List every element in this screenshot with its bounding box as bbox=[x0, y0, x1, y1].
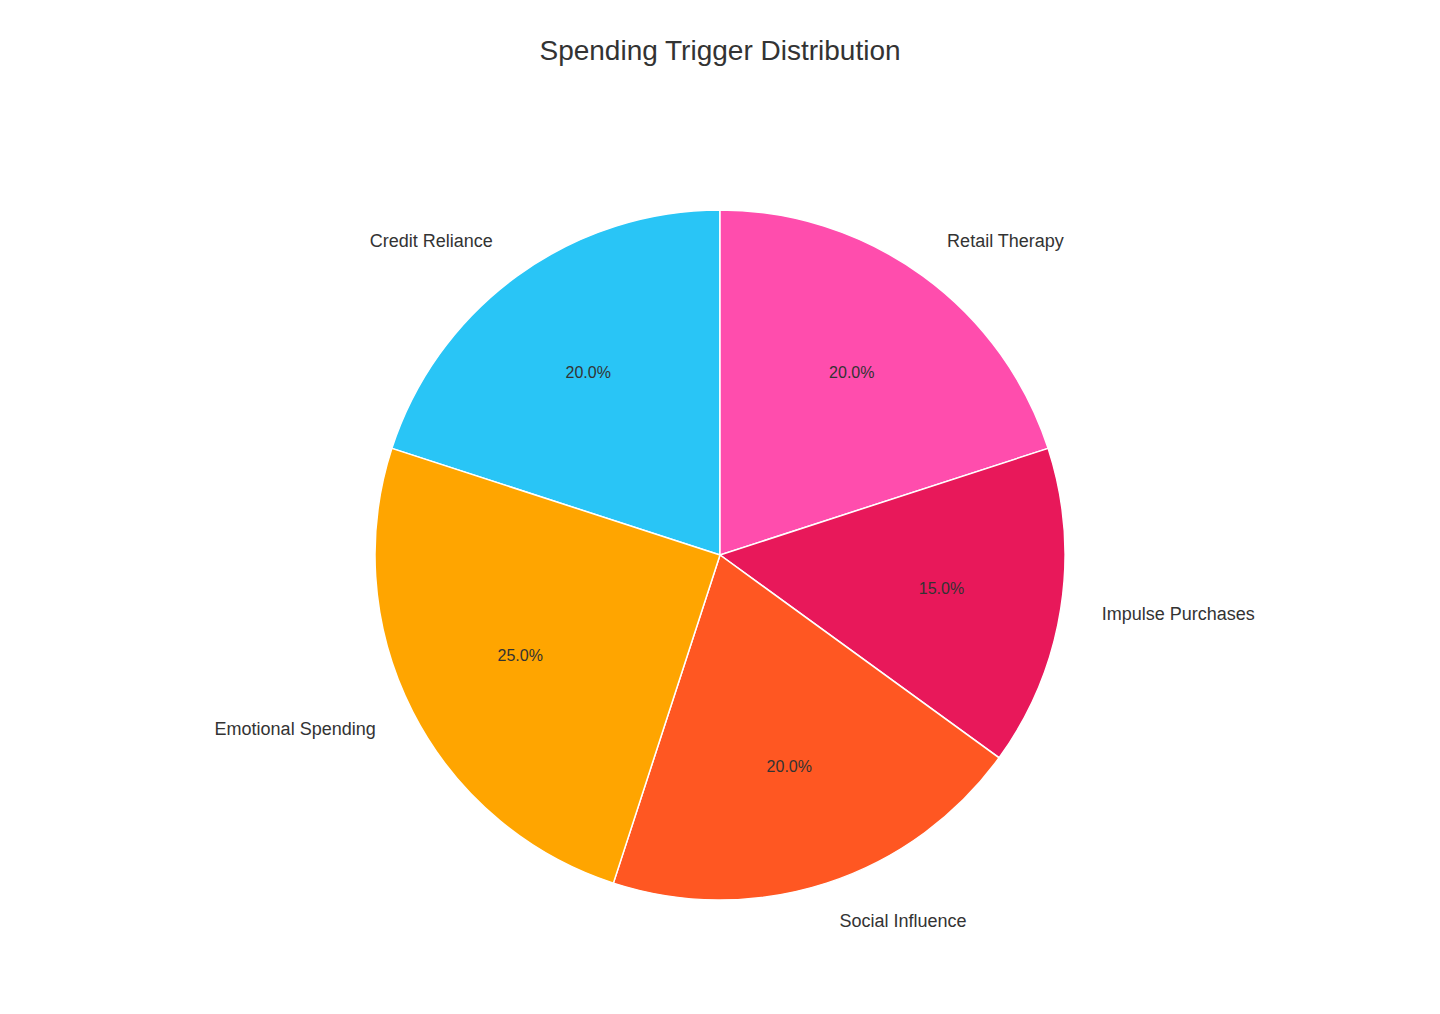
category-label: Emotional Spending bbox=[215, 719, 376, 739]
labels: 20.0% 20.0% 15.0% 20.0% 25.0% Credit Reliance… bbox=[215, 231, 1255, 931]
category-label: Retail Therapy bbox=[947, 231, 1064, 251]
category-label: Impulse Purchases bbox=[1102, 604, 1255, 624]
data-label: 20.0% bbox=[566, 364, 611, 381]
pie-slice bbox=[375, 448, 720, 883]
data-label: 25.0% bbox=[498, 647, 543, 664]
data-label: 15.0% bbox=[919, 580, 964, 597]
data-label: 20.0% bbox=[767, 758, 812, 775]
pie bbox=[375, 210, 1065, 900]
category-label: Social Influence bbox=[839, 911, 966, 931]
data-label: 20.0% bbox=[829, 364, 874, 381]
chart: Spending Trigger Distribution 20.0% 20.0% 1… bbox=[0, 0, 1440, 1014]
chart-title: Spending Trigger Distribution bbox=[539, 35, 900, 66]
category-label: Credit Reliance bbox=[370, 231, 493, 251]
